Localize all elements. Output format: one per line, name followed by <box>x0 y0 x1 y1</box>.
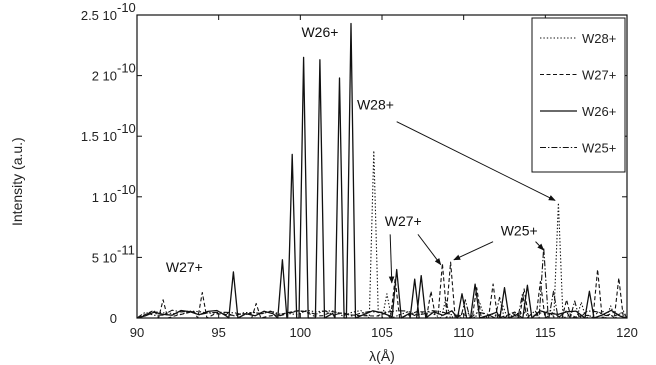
annotation-label: W28+ <box>357 97 394 113</box>
legend-label: W27+ <box>582 68 616 83</box>
x-tick-label: 120 <box>616 325 638 340</box>
x-tick-label: 95 <box>211 325 225 340</box>
y-tick-exponent: -10 <box>117 182 136 197</box>
series-layer <box>136 22 628 319</box>
y-tick-label: 1 10 <box>92 190 117 205</box>
y-axis-label: Intensity (a.u.) <box>9 137 25 226</box>
annotation-label: W25+ <box>501 223 538 239</box>
series-w25plus-line <box>136 247 628 319</box>
legend-box <box>531 17 626 173</box>
legend-label: W28+ <box>582 31 616 46</box>
annotation-arrow <box>388 234 395 284</box>
y-tick-exponent: -10 <box>117 0 136 15</box>
series-w27plus-line <box>136 261 627 319</box>
y-tick-label: 2.5 10 <box>81 8 117 23</box>
x-tick-label: 90 <box>130 325 144 340</box>
y-tick-exponent: -10 <box>117 61 136 76</box>
series-w28plus-line <box>136 150 628 319</box>
x-tick-label: 105 <box>371 325 393 340</box>
y-tick-label: 2 10 <box>92 69 117 84</box>
x-tick-label: 115 <box>535 325 556 340</box>
x-tick-label: 110 <box>453 325 474 340</box>
annotation-arrow <box>453 241 494 261</box>
y-tick-label: 5 10 <box>92 250 117 265</box>
series-w26plus-line <box>136 22 628 319</box>
y-tick-label: 0 <box>110 311 117 326</box>
legend-label: W25+ <box>582 141 616 156</box>
y-tick-exponent: -10 <box>117 121 136 136</box>
annotation-label: W27+ <box>385 213 422 229</box>
y-tick-label: 1.5 10 <box>81 129 117 144</box>
annotation-layer: W26+ W28+ W27+ W25+ W27+ <box>166 24 556 284</box>
legend-label: W26+ <box>582 104 616 119</box>
x-axis-label: λ(Å) <box>369 348 395 364</box>
annotation-arrow <box>417 234 442 266</box>
y-tick-exponent: -11 <box>117 242 135 257</box>
annotation-label: W27+ <box>166 259 203 275</box>
annotation-arrow <box>535 241 545 251</box>
annotation-label: W26+ <box>301 24 338 40</box>
legend: W28+ W27+ W26+ W25+ <box>531 17 626 173</box>
annotation-arrow <box>396 121 556 201</box>
x-tick-label: 100 <box>289 325 311 340</box>
